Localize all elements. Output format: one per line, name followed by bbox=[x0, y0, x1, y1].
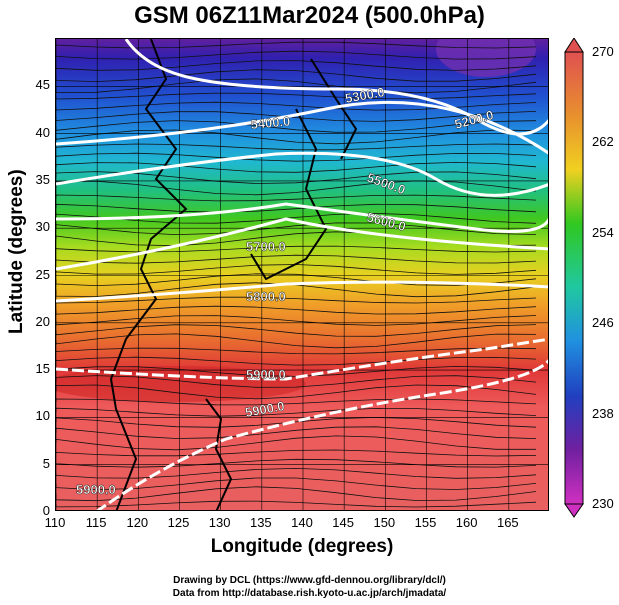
y-tick-label: 25 bbox=[35, 266, 50, 282]
streamline bbox=[56, 407, 537, 417]
x-tick-label: 115 bbox=[85, 515, 107, 530]
colorbar-bottom-arrow bbox=[564, 503, 584, 518]
x-tick-label: 110 bbox=[44, 515, 66, 530]
x-tick-label: 150 bbox=[373, 515, 396, 530]
credit-drawing: Drawing by DCL (https://www.gfd-dennou.o… bbox=[173, 575, 446, 586]
chart-title: GSM 06Z11Mar2024 (500.0hPa) bbox=[134, 2, 485, 29]
y-tick-label: 40 bbox=[35, 124, 50, 140]
contour-label: 5800.0 bbox=[246, 289, 286, 304]
streamline bbox=[56, 254, 537, 264]
streamline bbox=[56, 111, 537, 122]
streamline bbox=[56, 69, 537, 83]
x-tick-label: 160 bbox=[455, 515, 478, 530]
x-tick-label: 155 bbox=[414, 515, 437, 530]
credit-data: Data from http://database.rish.kyoto-u.a… bbox=[172, 588, 447, 599]
streamline bbox=[56, 486, 537, 502]
colorbar-tick-label: 246 bbox=[592, 315, 614, 331]
streamline bbox=[56, 324, 537, 337]
colorbar-tick-label: 238 bbox=[592, 405, 614, 421]
x-tick-label: 165 bbox=[496, 515, 519, 530]
streamline bbox=[56, 333, 537, 349]
colorbar-top-arrow bbox=[564, 38, 584, 53]
x-tick-label: 130 bbox=[208, 515, 231, 530]
streamline bbox=[56, 347, 537, 355]
streamline bbox=[56, 222, 537, 236]
contour-line bbox=[56, 217, 548, 271]
streamline bbox=[56, 449, 537, 457]
streamlines bbox=[56, 41, 537, 508]
contour-label: 5900.0 bbox=[244, 398, 286, 420]
streamline bbox=[56, 180, 537, 196]
streamline bbox=[56, 245, 537, 253]
coastline bbox=[109, 39, 358, 510]
streamline bbox=[56, 356, 537, 366]
streamline bbox=[56, 143, 537, 151]
contour-label: 5700.0 bbox=[246, 239, 286, 254]
streamline bbox=[56, 194, 537, 202]
contour-line bbox=[56, 100, 548, 155]
contour-label: 5400.0 bbox=[250, 114, 291, 132]
x-axis-label: Longitude (degrees) bbox=[210, 536, 394, 557]
y-tick-label: 15 bbox=[35, 361, 50, 377]
streamline bbox=[56, 416, 537, 428]
contour-label: 5900.0 bbox=[76, 482, 116, 497]
geopotential-contours bbox=[56, 39, 548, 510]
map-canvas: 5200.05300.05400.05500.05600.05700.05800… bbox=[56, 39, 548, 510]
colorbar-tick-label: 230 bbox=[592, 496, 614, 511]
streamline bbox=[56, 398, 537, 406]
contour-label: 5900.0 bbox=[246, 367, 286, 382]
streamline bbox=[56, 365, 537, 377]
colorbar: 270 262 254 246 238 230 bbox=[562, 38, 617, 518]
contour-line bbox=[56, 202, 548, 233]
x-tick-label: 135 bbox=[249, 515, 272, 530]
colorbar-tick-label: 262 bbox=[592, 134, 614, 150]
map-gridlines bbox=[56, 39, 548, 510]
streamline bbox=[56, 435, 536, 451]
x-tick-label: 125 bbox=[167, 515, 190, 530]
credits: Drawing by DCL (https://www.gfd-dennou.o… bbox=[0, 574, 619, 600]
streamline bbox=[56, 92, 537, 100]
contour-line bbox=[56, 337, 548, 381]
streamline bbox=[56, 477, 537, 491]
streamline bbox=[56, 41, 537, 49]
map-plot-area: 5200.0 5300.0 5400.0 5500.0 5600.0 5700.0 5800… bbox=[55, 38, 549, 511]
streamline bbox=[56, 315, 537, 326]
y-tick-label: 5 bbox=[42, 455, 50, 471]
x-tick-label: 120 bbox=[126, 515, 149, 530]
streamline bbox=[56, 305, 537, 315]
streamline bbox=[56, 152, 537, 162]
streamline bbox=[56, 296, 537, 304]
y-tick-label: 30 bbox=[35, 219, 50, 235]
streamline bbox=[56, 161, 537, 173]
contour-line bbox=[56, 151, 548, 197]
y-tick-label: 35 bbox=[35, 171, 50, 187]
streamline bbox=[56, 60, 537, 71]
warm-core-shading bbox=[56, 366, 306, 402]
streamline bbox=[56, 171, 537, 184]
contour-line bbox=[96, 358, 548, 510]
streamline bbox=[56, 426, 537, 439]
streamline bbox=[56, 120, 537, 133]
streamline bbox=[56, 375, 537, 388]
streamline bbox=[56, 384, 537, 400]
streamline bbox=[56, 458, 537, 468]
y-tick-label: 10 bbox=[35, 408, 50, 424]
contour-line bbox=[124, 39, 548, 136]
colorbar-body bbox=[564, 51, 584, 505]
colorbar-scale bbox=[564, 38, 584, 518]
y-tick-label: 45 bbox=[35, 77, 50, 93]
streamline bbox=[56, 78, 537, 94]
colorbar-tick-label: 254 bbox=[592, 224, 614, 240]
x-tick-label: 145 bbox=[332, 515, 354, 530]
streamline bbox=[56, 264, 537, 275]
colorbar-tick-label: 270 bbox=[592, 44, 614, 59]
streamline bbox=[56, 467, 537, 479]
y-tick-label: 0 bbox=[42, 503, 50, 518]
streamline bbox=[56, 50, 537, 60]
streamline bbox=[56, 203, 537, 213]
y-tick-label: 20 bbox=[35, 313, 50, 329]
x-tick-label: 140 bbox=[291, 515, 313, 530]
contour-line bbox=[56, 280, 548, 303]
contour-label: 5300.0 bbox=[344, 84, 386, 106]
